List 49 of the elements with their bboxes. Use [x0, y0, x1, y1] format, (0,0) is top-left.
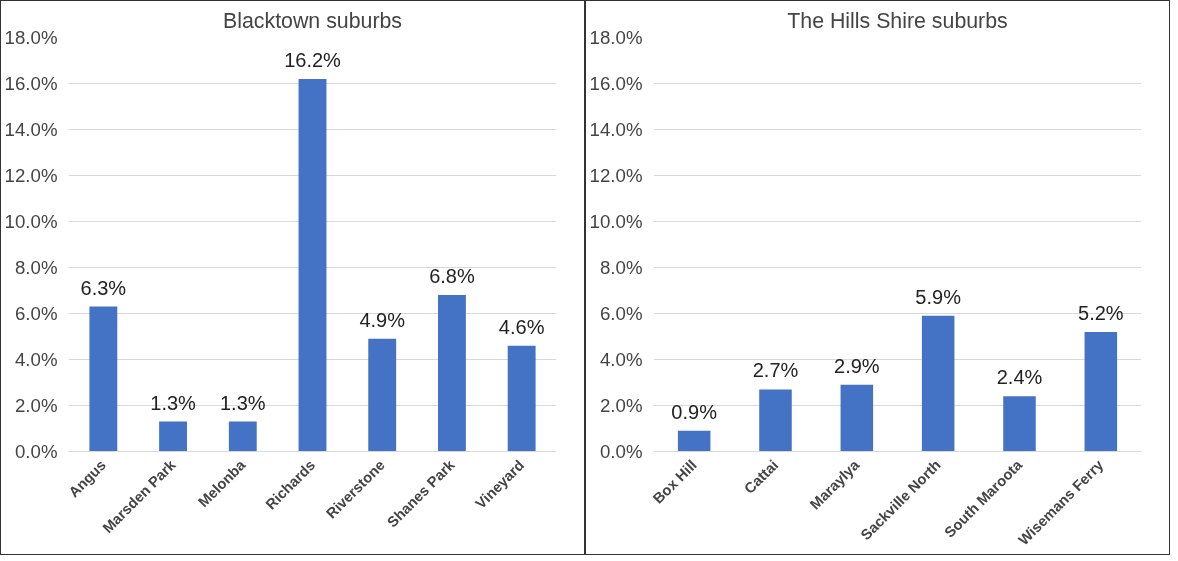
chart-title: Blacktown suburbs: [223, 8, 403, 33]
bar: [228, 421, 257, 452]
chart-title: The Hills Shire suburbs: [787, 8, 1008, 33]
data-label: 2.9%: [834, 354, 880, 377]
y-tick-label: 14.0%: [589, 119, 643, 140]
y-tick-label: 18.0%: [4, 27, 58, 48]
y-tick-label: 16.0%: [589, 73, 643, 94]
bar: [159, 421, 188, 452]
bar: [840, 384, 874, 452]
y-tick-label: 12.0%: [4, 165, 58, 186]
y-tick-label: 4.0%: [14, 349, 58, 370]
data-label: 2.4%: [996, 366, 1043, 389]
bar: [368, 338, 397, 452]
data-label: 1.3%: [219, 391, 266, 414]
y-tick-label: 0.0%: [599, 441, 643, 462]
y-tick-label: 2.0%: [14, 395, 58, 416]
data-label: 0.9%: [671, 400, 718, 423]
bar: [1084, 331, 1118, 452]
data-label: 2.7%: [752, 359, 799, 382]
data-label: 5.2%: [1078, 301, 1124, 324]
y-tick-label: 10.0%: [4, 211, 58, 232]
y-tick-label: 8.0%: [599, 257, 643, 278]
y-tick-label: 0.0%: [14, 441, 58, 462]
data-label: 6.3%: [80, 276, 127, 299]
bar: [759, 389, 792, 452]
bar: [677, 430, 711, 452]
data-label: 6.8%: [429, 265, 475, 288]
y-tick-label: 6.0%: [14, 303, 58, 324]
y-tick-label: 10.0%: [589, 211, 643, 232]
y-tick-label: 2.0%: [599, 395, 643, 416]
y-tick-label: 16.0%: [4, 73, 58, 94]
bar: [298, 78, 327, 452]
y-tick-label: 12.0%: [589, 165, 643, 186]
y-tick-label: 8.0%: [14, 257, 58, 278]
bar: [437, 295, 466, 452]
y-tick-label: 18.0%: [589, 27, 643, 48]
data-label: 1.3%: [150, 391, 197, 414]
data-label: 16.2%: [284, 48, 342, 71]
bar: [1003, 396, 1036, 452]
data-label: 5.9%: [915, 285, 962, 308]
bar: [921, 315, 955, 452]
y-tick-label: 4.0%: [599, 349, 643, 370]
data-label: 4.6%: [498, 315, 545, 338]
y-tick-label: 6.0%: [599, 303, 643, 324]
bar: [507, 345, 536, 452]
x-tick-label: Box Hill: [649, 456, 700, 507]
bar: [89, 306, 118, 452]
y-tick-label: 14.0%: [4, 119, 58, 140]
data-label: 4.9%: [359, 308, 406, 331]
